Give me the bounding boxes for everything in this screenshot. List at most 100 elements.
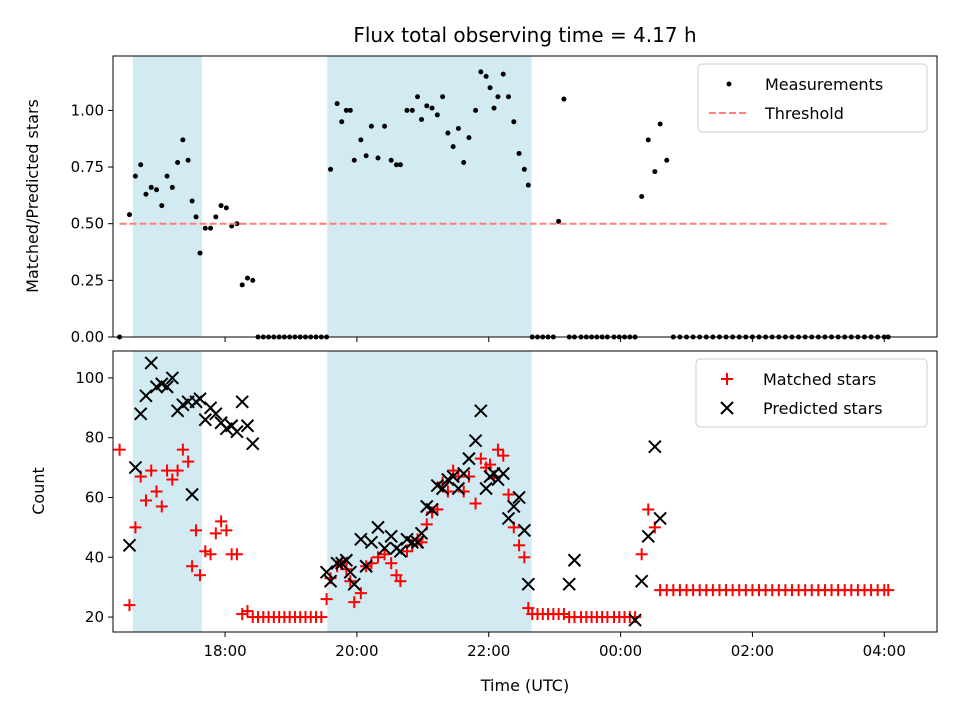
ratio-shaded-interval-1: [327, 56, 532, 337]
predicted-stars-point: [628, 613, 642, 627]
matched-stars-point: [204, 548, 217, 561]
measurements-point: [175, 160, 181, 166]
counts-y-tick-label: 40: [85, 548, 104, 566]
matched-stars-point: [241, 605, 254, 618]
x-tick-label: 04:00: [863, 642, 906, 660]
predicted-stars-point: [521, 577, 536, 591]
legend-predicted-label: Predicted stars: [763, 399, 883, 418]
predicted-stars-point: [185, 487, 199, 502]
ratio-panel-x-ticks: [224, 337, 885, 342]
ratio-panel-y-ticks: 0.00 0.25 0.50 0.75 1.00: [71, 101, 113, 346]
predicted-stars-point: [339, 553, 354, 567]
predicted-stars-point: [468, 433, 483, 448]
measurements-point: [343, 107, 349, 113]
counts-panel-x-ticks: 18:00 20:00 22:00 00:00 02:00 04:00: [203, 632, 906, 660]
matched-stars-point: [215, 515, 228, 528]
measurements-point: [229, 223, 235, 229]
measurements-point: [440, 94, 446, 100]
measurements-point: [148, 184, 154, 190]
predicted-stars-point: [517, 523, 532, 538]
matched-stars-point: [186, 560, 199, 573]
predicted-stars-point: [347, 577, 361, 591]
measurements-point: [445, 130, 451, 136]
predicted-stars-point: [122, 538, 137, 553]
matched-stars-point: [457, 485, 470, 498]
matched-stars-point: [209, 527, 222, 540]
matched-stars-point: [635, 548, 648, 561]
predicted-stars-point: [501, 511, 516, 526]
predicted-stars-point: [246, 436, 260, 451]
ratio-y-tick-label: 0.50: [71, 215, 104, 233]
matched-stars-point: [155, 500, 168, 513]
x-axis-label: Time (UTC): [480, 676, 569, 695]
matched-stars-point: [190, 524, 203, 537]
matched-stars-point: [182, 455, 195, 468]
measurements-point: [328, 166, 334, 172]
measurements-point: [375, 155, 381, 161]
matched-stars-point: [176, 443, 189, 456]
matched-stars-point: [642, 503, 655, 516]
measurements-point: [202, 225, 208, 231]
measurements-point: [491, 105, 497, 111]
legend-predicted-marker: [720, 401, 734, 415]
predicted-stars-point: [634, 574, 649, 588]
matched-stars-point: [194, 569, 207, 582]
matched-stars-point: [441, 485, 454, 498]
counts-panel-y-ticks: 20 40 60 80 100: [75, 369, 113, 626]
matched-stars-point: [236, 608, 249, 621]
counts-panel-frame: [112, 350, 938, 633]
matched-stars-point: [199, 545, 212, 558]
matched-stars-point: [385, 557, 398, 570]
measurements-point: [164, 173, 170, 179]
measurements-point: [363, 153, 369, 159]
predicted-stars-point: [479, 481, 493, 496]
predicted-stars-point: [377, 541, 392, 556]
measurements-point: [223, 205, 229, 211]
matched-stars-point: [166, 473, 179, 486]
measurements-point: [487, 85, 493, 91]
measurements-point: [434, 112, 440, 118]
counts-panel-y-label: Count: [29, 467, 48, 515]
measurements-point: [197, 250, 203, 256]
matched-stars-point: [150, 485, 163, 498]
measurements-point: [132, 173, 138, 179]
measurements-point: [234, 221, 240, 227]
measurements-point: [419, 116, 425, 122]
measurements-point: [657, 121, 663, 127]
measurements-point: [404, 107, 410, 113]
measurements-point: [154, 187, 160, 193]
counts-y-tick-label: 100: [75, 369, 104, 387]
measurements-point: [239, 282, 245, 288]
matched-stars-point: [139, 494, 152, 507]
counts-y-tick-label: 60: [85, 488, 104, 506]
counts-shaded-interval-1: [327, 351, 532, 632]
matched-stars-point: [882, 584, 895, 597]
matched-stars-point: [320, 593, 333, 606]
counts-legend: Matched stars Predicted stars: [695, 358, 928, 428]
measurements-point: [208, 225, 214, 231]
matched-stars-point: [171, 464, 184, 477]
predicted-stars-point: [446, 469, 460, 484]
predicted-stars-point: [410, 535, 425, 550]
matched-stars-point: [161, 464, 174, 477]
legend-threshold-label: Threshold: [764, 104, 844, 123]
legend-measurements-marker: [726, 81, 732, 87]
legend-matched-label: Matched stars: [763, 370, 876, 389]
predicted-stars-point: [414, 526, 429, 541]
measurements-point: [347, 107, 353, 113]
matched-stars-point: [145, 464, 158, 477]
x-tick-label: 20:00: [335, 642, 378, 660]
predicted-stars-point: [462, 451, 476, 466]
predicted-stars-point: [496, 466, 510, 481]
measurements-point: [388, 157, 394, 163]
measurements-point: [159, 203, 165, 209]
predicted-stars-point: [474, 404, 488, 418]
predicted-stars-point: [567, 553, 582, 567]
x-tick-label: 18:00: [203, 642, 246, 660]
x-tick-label: 22:00: [467, 642, 510, 660]
matched-stars-point: [513, 539, 526, 552]
chart-title: Flux total observing time = 4.17 h: [353, 23, 696, 47]
matched-stars-point: [497, 449, 510, 462]
measurements-point: [483, 73, 489, 79]
